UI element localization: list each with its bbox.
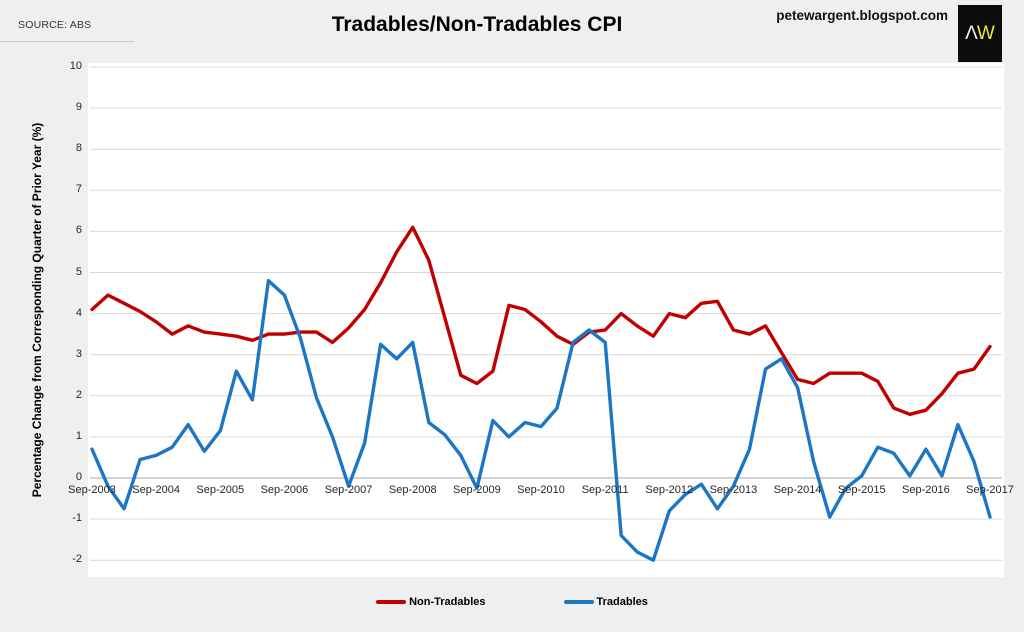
tradables-line [90,279,992,562]
non-tradables-line [90,225,992,416]
non-tradables-line-swatch [376,600,407,604]
plot-area [88,63,1004,577]
legend-label: Tradables [596,596,648,608]
source-note: SOURCE: ABS [18,19,92,31]
logo-w-glyph: W [976,22,995,44]
page-title: Tradables/Non-Tradables CPI [331,13,623,36]
y-axis-title: Percentage Change from Corresponding Qua… [30,122,44,498]
chart-legend: Non-Tradables Tradables [0,596,1024,608]
legend-item-non-tradables: Non-Tradables [376,596,486,608]
legend-label: Non-Tradables [409,596,486,608]
logo-lambda-glyph: Λ [965,22,978,44]
site-url-text: petewargent.blogspot.com [776,8,948,23]
source-note-underline [0,41,134,42]
tradables-line-swatch [563,600,594,604]
pw-logo: Λ W [958,5,1002,62]
legend-item-tradables: Tradables [563,596,648,608]
